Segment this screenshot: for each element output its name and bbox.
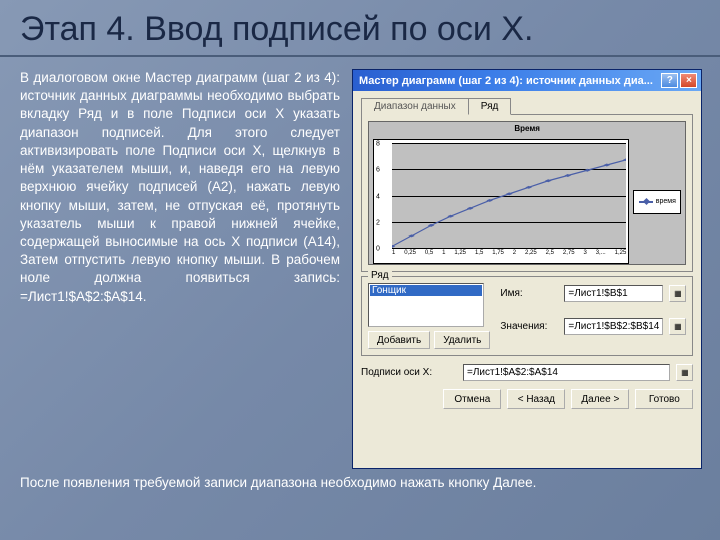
close-button[interactable]: × (680, 73, 697, 88)
dialog-title: Мастер диаграмм (шаг 2 из 4): источник д… (359, 75, 653, 87)
series-listbox[interactable]: Гонщик (368, 283, 484, 327)
remove-series-button[interactable]: Удалить (434, 331, 490, 349)
tab-strip: Диапазон данных Ряд (353, 91, 701, 114)
legend-swatch (639, 201, 653, 203)
next-button[interactable]: Далее > (571, 389, 629, 409)
slide-body: В диалоговом окне Мастер диаграмм (шаг 2… (20, 69, 340, 469)
chart-plot: 10,250,511,251,51,7522,252,52,7533,...1,… (373, 139, 629, 264)
xaxis-label: Подписи оси X: (361, 367, 457, 378)
add-series-button[interactable]: Добавить (368, 331, 430, 349)
cancel-button[interactable]: Отмена (443, 389, 501, 409)
tab-series[interactable]: Ряд (468, 98, 512, 115)
dialog-button-row: Отмена < Назад Далее > Готово (353, 381, 701, 417)
tab-data-range[interactable]: Диапазон данных (361, 98, 468, 115)
series-group: Ряд Гонщик Добавить Удалить Имя: =Лист1!… (361, 276, 693, 356)
series-group-label: Ряд (368, 270, 392, 281)
legend-label: время (656, 198, 676, 205)
chart-legend: время (633, 190, 681, 214)
values-ref-button[interactable]: ▦ (669, 318, 686, 335)
finish-button[interactable]: Готово (635, 389, 693, 409)
name-ref-button[interactable]: ▦ (669, 285, 686, 302)
chart-preview-panel: Время 10,250,511,251,51,7522,252,52,7533… (361, 114, 693, 272)
slide-title: Этап 4. Ввод подписей по оси Х. (0, 0, 720, 57)
help-button[interactable]: ? (661, 73, 678, 88)
values-input[interactable]: =Лист1!$B$2:$B$14 (564, 318, 663, 335)
chart-title: Время (369, 122, 685, 135)
wizard-dialog: Мастер диаграмм (шаг 2 из 4): источник д… (352, 69, 702, 469)
back-button[interactable]: < Назад (507, 389, 565, 409)
xaxis-ref-button[interactable]: ▦ (676, 364, 693, 381)
series-list-item[interactable]: Гонщик (370, 285, 482, 296)
xaxis-input[interactable]: =Лист1!$A$2:$A$14 (463, 364, 670, 381)
slide-footer: После появления требуемой записи диапазо… (0, 475, 720, 490)
dialog-titlebar: Мастер диаграмм (шаг 2 из 4): источник д… (353, 70, 701, 91)
name-input[interactable]: =Лист1!$B$1 (564, 285, 663, 302)
name-label: Имя: (500, 288, 558, 299)
values-label: Значения: (500, 321, 558, 332)
